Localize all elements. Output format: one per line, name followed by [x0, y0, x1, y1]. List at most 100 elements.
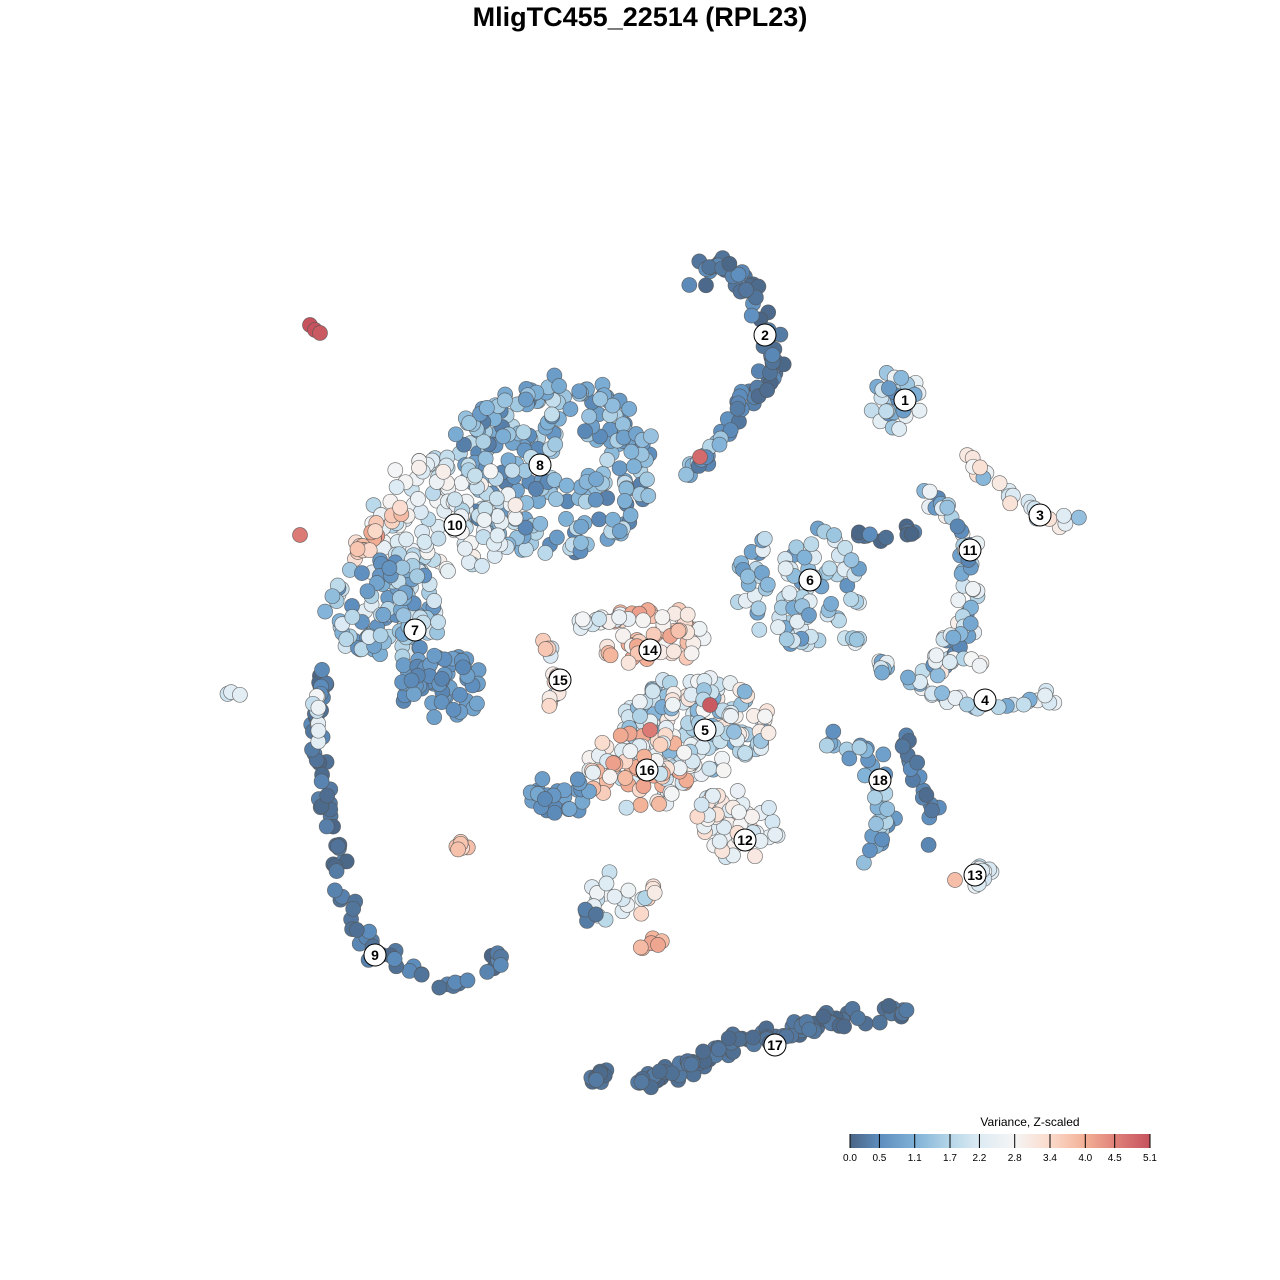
cell-point-cluster-misc-lower	[646, 884, 663, 901]
cell-point-cluster-9-mid	[310, 722, 327, 739]
cluster-label-badge	[635, 758, 659, 782]
cell-point-cluster-7	[392, 590, 408, 606]
cell-point-cluster-8-top	[461, 415, 477, 431]
cluster-label-badge	[753, 323, 777, 347]
cell-point-cluster-5	[632, 708, 648, 724]
cell-point-cluster-11	[929, 667, 946, 684]
cell-point-cluster-7	[359, 583, 376, 600]
cell-point-cluster-10	[411, 459, 427, 476]
cell-point-highlight	[702, 697, 718, 713]
cell-point-cluster-18	[867, 789, 883, 806]
cell-point-cluster-10	[430, 530, 447, 547]
cell-point-cluster-9	[348, 922, 365, 938]
cell-point-cluster-8	[573, 534, 589, 551]
cell-point-cluster-8	[456, 436, 472, 453]
cell-point-cluster-8	[548, 491, 564, 508]
cluster-label-text: 10	[447, 517, 463, 533]
cell-point-cluster-6	[751, 621, 768, 638]
cell-point-cluster-8-top	[604, 397, 621, 414]
cell-point-cluster-7-low	[434, 670, 450, 687]
cell-point-cluster-7-low	[455, 659, 471, 676]
cell-point-cluster-6	[759, 576, 776, 593]
cell-point-cluster-16	[622, 743, 639, 760]
cluster-label-badge	[798, 568, 822, 592]
cell-point-cluster-8	[562, 401, 579, 417]
cluster-label-5: 5	[693, 718, 717, 742]
cluster-label-11: 11	[958, 538, 982, 562]
cell-point-cluster-misc-bottom	[650, 937, 666, 953]
cell-point-cluster-10	[482, 463, 499, 480]
cell-point-cluster-17	[745, 1029, 761, 1046]
cell-point-cluster-10	[507, 497, 524, 513]
cell-point-cluster-8-top	[518, 391, 534, 408]
cell-point-cluster-1	[911, 402, 928, 419]
cell-point-cluster-8-top	[623, 443, 640, 460]
cell-point-cluster-16-left	[546, 804, 563, 821]
cell-point-cluster-1	[878, 403, 895, 420]
cell-point-cluster-6	[778, 631, 795, 648]
cluster-label-badge	[528, 453, 552, 477]
cell-point-cluster-8	[611, 523, 628, 539]
cluster-label-text: 12	[737, 832, 753, 848]
cell-point-cluster-6	[770, 619, 786, 636]
cell-point-cluster-2	[730, 266, 747, 283]
cell-point-cluster-5	[715, 762, 732, 779]
cell-point-cluster-12	[767, 826, 784, 843]
cell-point-cluster-7	[375, 607, 392, 623]
cluster-label-6: 6	[798, 568, 822, 592]
cell-point-cluster-10	[476, 512, 493, 528]
cell-point-cluster-14	[620, 654, 637, 671]
cell-point-cluster-6	[826, 527, 842, 543]
cell-point-cluster-14-arm	[591, 611, 607, 627]
cluster-label-badge	[963, 863, 987, 887]
cell-point-cluster-7-low	[403, 672, 420, 689]
cell-point-cluster-5	[737, 745, 753, 761]
legend-tick-label: 0.0	[843, 1153, 857, 1164]
legend-tick-label: 5.1	[1143, 1153, 1157, 1164]
cell-point-cluster-16	[652, 736, 669, 753]
cell-point-cluster-3	[1071, 509, 1087, 526]
cell-point-cluster-10	[412, 504, 429, 520]
cell-point-cluster-8-top	[497, 392, 513, 409]
cell-point-cluster-2	[698, 277, 714, 294]
cell-point-cluster-8	[616, 493, 633, 509]
cluster-label-text: 4	[981, 692, 989, 708]
cell-point-cluster-16	[585, 764, 601, 781]
cell-point-cluster-16	[605, 755, 622, 771]
legend-tick-label: 2.2	[972, 1153, 986, 1164]
cell-point-cluster-17	[836, 1018, 852, 1035]
cluster-label-badge	[733, 828, 757, 852]
cell-point-cluster-18-right	[894, 738, 911, 755]
cell-point-cluster-8-top	[479, 400, 495, 416]
cluster-label-text: 9	[371, 947, 379, 963]
cell-point-cluster-1	[891, 421, 908, 437]
cell-point-cluster-12	[761, 799, 777, 816]
cell-point-cluster-18	[868, 816, 884, 832]
cell-point-cluster-14	[615, 627, 631, 644]
cluster-label-text: 16	[639, 762, 655, 778]
cluster-label-text: 2	[761, 327, 769, 343]
cell-point-cluster-6	[796, 549, 813, 566]
cell-point-cluster-2-tail	[711, 436, 728, 453]
cell-point-cluster-6	[821, 560, 838, 577]
cell-point-cluster-12	[764, 813, 781, 830]
cell-point-cluster-16-left	[534, 771, 551, 787]
cell-point-cluster-8-top	[626, 458, 642, 475]
cell-point-cluster-8	[475, 433, 492, 450]
cell-point-cluster-8	[605, 511, 621, 528]
cluster-label-text: 14	[642, 642, 658, 658]
cell-point-cluster-7	[338, 631, 355, 648]
cell-point-cluster-11	[949, 518, 966, 535]
cell-point-cluster-4	[900, 669, 916, 686]
cell-point-cluster-11-tail	[941, 654, 958, 670]
cluster-label-9: 9	[363, 943, 387, 967]
cell-point-cluster-9	[479, 964, 496, 980]
cell-point-cluster-16	[676, 744, 693, 761]
cell-point-cluster-5	[726, 723, 742, 740]
cell-point-cluster-7-low	[395, 657, 412, 674]
cell-point-cluster-2	[743, 307, 760, 324]
cell-point-cluster-11	[962, 615, 979, 632]
cell-point-cluster-5	[701, 760, 718, 777]
cell-point-cluster-7	[409, 568, 425, 585]
cell-point-cluster-2	[764, 347, 781, 363]
